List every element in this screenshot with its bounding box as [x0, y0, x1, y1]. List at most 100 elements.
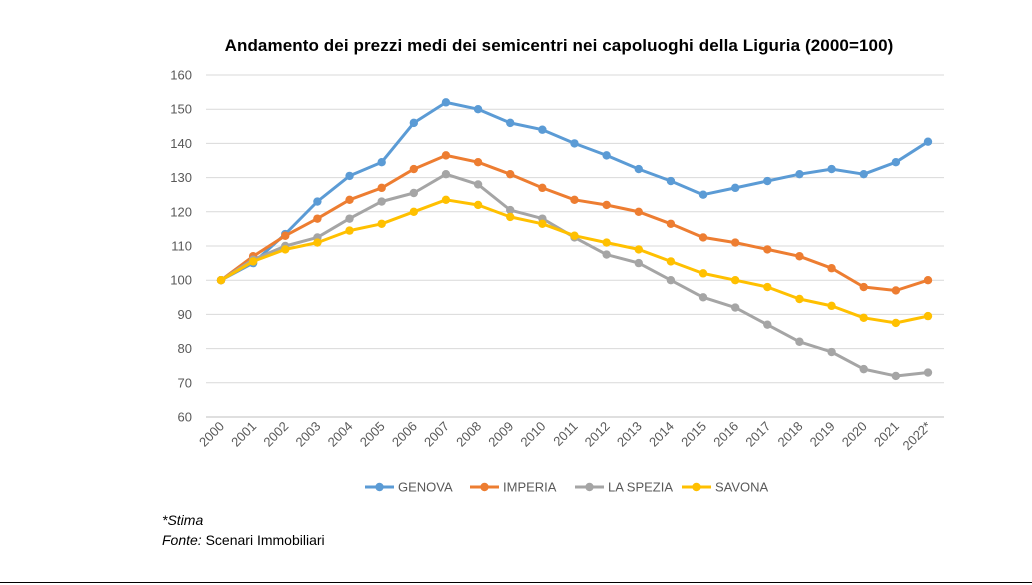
data-point [570, 231, 579, 240]
x-tick-label: 2021 [871, 419, 902, 450]
data-point [634, 245, 643, 254]
data-point [634, 207, 643, 216]
series-line [219, 100, 930, 282]
legend-item: IMPERIA [470, 480, 557, 495]
data-point [377, 219, 386, 228]
legend-swatch-marker [585, 482, 594, 492]
data-point [795, 169, 804, 179]
series-line [219, 172, 930, 378]
data-point [891, 371, 901, 381]
data-point [923, 368, 933, 377]
legend: GENOVA IMPERIA LA SPEZIA SAVONA [365, 480, 769, 495]
y-tick-label: 110 [171, 239, 192, 254]
data-point [763, 282, 772, 292]
data-point [923, 137, 933, 146]
y-tick-label: 80 [178, 341, 192, 356]
data-point [216, 276, 226, 285]
x-tick-label: 2022* [899, 419, 934, 454]
y-tick-label: 130 [170, 170, 192, 185]
data-point [827, 347, 836, 357]
chart-title: Andamento dei prezzi medi dei semicentri… [224, 36, 894, 55]
data-point [859, 313, 868, 323]
x-tick-label: 2014 [646, 419, 677, 450]
series-genova [216, 98, 933, 285]
data-point [473, 200, 483, 210]
legend-swatch-marker [480, 482, 489, 492]
data-point [730, 183, 740, 193]
data-point [281, 245, 290, 254]
data-point [441, 151, 451, 160]
data-point [763, 245, 772, 254]
x-tick-label: 2013 [614, 419, 645, 450]
data-point [473, 180, 483, 189]
x-tick-label: 2010 [517, 419, 548, 450]
data-point [634, 258, 643, 268]
data-point [602, 151, 611, 160]
data-point [859, 364, 868, 374]
data-point [441, 195, 451, 205]
data-point [570, 195, 579, 205]
data-point [441, 169, 451, 179]
data-point [763, 320, 772, 329]
x-tick-label: 2001 [228, 419, 259, 450]
data-point [506, 205, 515, 215]
data-point [730, 276, 740, 285]
data-point [602, 238, 611, 247]
data-point [923, 276, 933, 285]
y-tick-label: 140 [170, 136, 192, 151]
y-tick-label: 60 [178, 410, 192, 425]
data-point [698, 293, 708, 302]
legend-label: SAVONA [715, 480, 769, 495]
legend-swatch-marker [692, 482, 701, 492]
series-layer [216, 98, 933, 381]
series-line [219, 153, 930, 292]
data-point [730, 303, 740, 312]
x-tick-label: 2009 [485, 419, 516, 450]
data-point [345, 195, 354, 205]
y-tick-label: 160 [170, 68, 192, 83]
data-point [345, 171, 354, 181]
data-point [602, 200, 611, 210]
x-tick-label: 2020 [839, 419, 870, 450]
data-point [795, 337, 804, 346]
data-point [473, 105, 483, 114]
data-point [698, 190, 708, 199]
series-imperia [216, 151, 933, 295]
x-tick-label: 2004 [325, 419, 356, 450]
data-point [281, 231, 290, 240]
x-tick-label: 2016 [710, 419, 741, 450]
x-tick-label: 2015 [678, 419, 709, 450]
data-point [891, 286, 901, 295]
data-point [827, 164, 836, 174]
data-point [409, 118, 419, 128]
y-tick-label: 150 [170, 102, 192, 117]
data-point [891, 158, 901, 167]
data-point [313, 197, 322, 206]
data-point [506, 169, 515, 179]
x-tick-label: 2008 [453, 419, 484, 450]
data-point [345, 226, 354, 235]
x-axis-ticks: 2000 2001 2002 2003 2004 2005 2006 2007 2008 2009… [196, 419, 934, 454]
legend-item: SAVONA [682, 480, 769, 495]
data-point [441, 98, 451, 107]
data-point [473, 158, 483, 167]
legend-label: GENOVA [398, 480, 453, 495]
x-tick-label: 2018 [775, 419, 806, 450]
data-point [538, 219, 547, 228]
legend-label: LA SPEZIA [608, 480, 673, 495]
series-line [219, 198, 930, 325]
data-point [313, 238, 322, 247]
data-point [248, 257, 258, 266]
y-axis-ticks: 60 70 80 90 100 110 120 130 140 150 160 [170, 68, 192, 425]
data-point [698, 269, 708, 278]
data-point [409, 207, 419, 216]
y-tick-label: 90 [178, 307, 192, 322]
data-point [666, 176, 676, 186]
data-point [827, 301, 836, 311]
data-point [313, 214, 322, 223]
data-point [345, 214, 354, 223]
bottom-divider [0, 582, 1032, 583]
data-point [570, 139, 579, 148]
footnote-source: Fonte: Scenari Immobiliari [162, 532, 325, 548]
